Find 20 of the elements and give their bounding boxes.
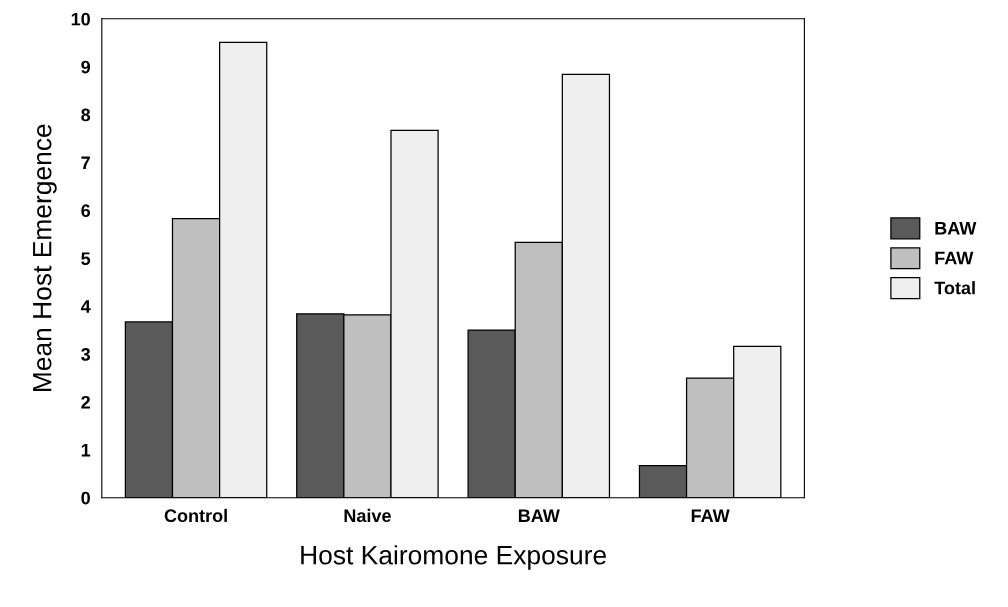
y-axis-title: Mean Host Emergence	[33, 124, 57, 392]
x-tick-label: BAW	[518, 509, 560, 522]
x-tick-label: FAW	[691, 509, 730, 522]
y-tick-label: 7	[81, 156, 90, 170]
y-tick-label: 9	[81, 60, 91, 74]
legend-label: FAW	[935, 251, 974, 265]
x-tick-label: Naive	[344, 508, 391, 523]
y-tick-label: 8	[81, 108, 91, 122]
y-tick-label: 3	[81, 348, 91, 361]
x-axis-title: Host Kairomone Exposure	[301, 545, 606, 570]
y-tick-label: 4	[80, 300, 91, 313]
y-tick-label: 0	[81, 491, 90, 505]
y-tick-label: 10	[71, 12, 90, 26]
legend-label: BAW	[935, 221, 977, 235]
y-tick-label: 2	[81, 395, 90, 409]
y-tick-label: 6	[81, 204, 91, 218]
y-tick-label: 1	[81, 443, 91, 457]
y-tick-label: 5	[81, 252, 91, 265]
legend-label: Total	[934, 281, 975, 295]
x-tick-label: Control	[164, 508, 227, 523]
